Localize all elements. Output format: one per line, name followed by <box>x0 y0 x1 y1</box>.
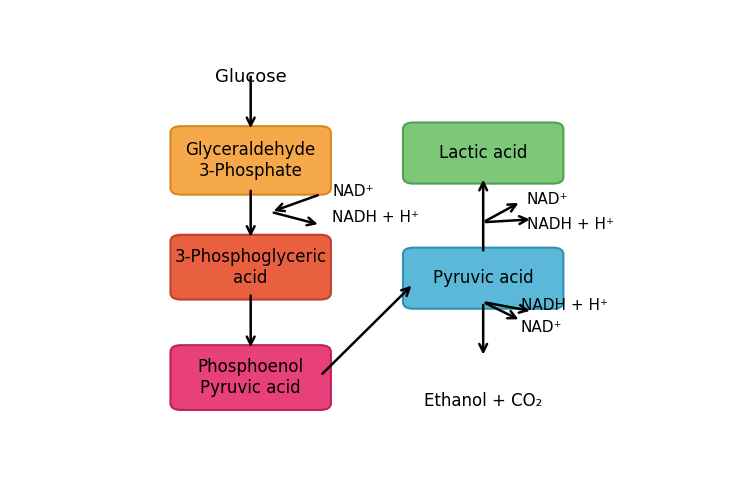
Text: NAD⁺: NAD⁺ <box>332 184 374 199</box>
Text: Pyruvic acid: Pyruvic acid <box>433 269 533 287</box>
Text: NADH + H⁺: NADH + H⁺ <box>526 217 614 232</box>
Text: Phosphoenol
Pyruvic acid: Phosphoenol Pyruvic acid <box>198 358 304 397</box>
FancyBboxPatch shape <box>403 248 563 309</box>
Text: NADH + H⁺: NADH + H⁺ <box>332 210 419 225</box>
Text: NADH + H⁺: NADH + H⁺ <box>521 298 608 313</box>
FancyBboxPatch shape <box>170 235 331 300</box>
Text: Ethanol + CO₂: Ethanol + CO₂ <box>424 392 542 410</box>
Text: 3-Phosphoglyceric
acid: 3-Phosphoglyceric acid <box>175 248 327 286</box>
FancyBboxPatch shape <box>403 122 563 184</box>
Text: Glyceraldehyde
3-Phosphate: Glyceraldehyde 3-Phosphate <box>185 141 316 180</box>
Text: NAD⁺: NAD⁺ <box>521 320 562 336</box>
FancyBboxPatch shape <box>170 126 331 195</box>
Text: Lactic acid: Lactic acid <box>439 144 527 162</box>
Text: Glucose: Glucose <box>214 68 286 87</box>
Text: NAD⁺: NAD⁺ <box>526 192 568 206</box>
FancyBboxPatch shape <box>170 345 331 410</box>
